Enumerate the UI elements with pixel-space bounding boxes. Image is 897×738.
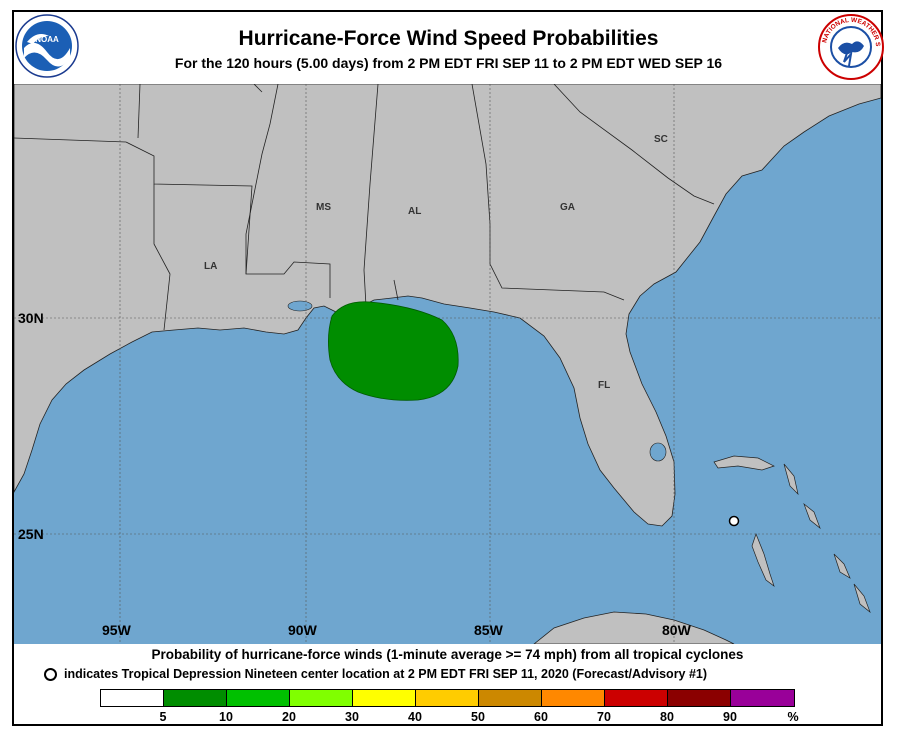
- legend-tick-label: 90: [723, 710, 737, 724]
- bahamas-island: [803, 502, 821, 530]
- legend-swatch: [164, 690, 227, 706]
- legend-tick-label: 30: [345, 710, 359, 724]
- state-label-ms: MS: [316, 202, 331, 213]
- legend-swatch: [227, 690, 290, 706]
- state-label-la: LA: [204, 261, 217, 272]
- lake-okeechobee: [649, 442, 667, 462]
- legend-swatch: [353, 690, 416, 706]
- legend-swatch: [479, 690, 542, 706]
- map-title: Hurricane-Force Wind Speed Probabilities: [238, 27, 659, 50]
- legend-swatch: [542, 690, 605, 706]
- legend-tick-label: %: [787, 710, 799, 724]
- footer-description: Probability of hurricane-force winds (1-…: [151, 647, 744, 662]
- lon-label-80w: 80W: [662, 622, 691, 638]
- bahamas-island: [783, 463, 799, 496]
- footer-storm-note: indicates Tropical Depression Nineteen c…: [44, 667, 707, 681]
- noaa-logo-icon: NOAA: [15, 14, 79, 78]
- state-label-al: AL: [408, 206, 421, 217]
- legend-tick-label: 60: [534, 710, 548, 724]
- lake-pontchartrain: [287, 300, 313, 312]
- lon-label-90w: 90W: [288, 622, 317, 638]
- state-label-fl: FL: [598, 380, 610, 391]
- state-label-ga: GA: [560, 202, 575, 213]
- legend-tick-label: 20: [282, 710, 296, 724]
- legend-swatch: [731, 690, 794, 706]
- circle-marker-icon: [44, 667, 57, 681]
- legend-tick-label: 5: [159, 710, 167, 724]
- lat-label-25n: 25N: [18, 526, 44, 542]
- legend-swatch: [605, 690, 668, 706]
- bahamas-island: [751, 532, 775, 587]
- svg-text:NOAA: NOAA: [35, 35, 59, 44]
- lon-label-85w: 85W: [474, 622, 503, 638]
- lat-label-30n: 30N: [18, 310, 44, 326]
- legend-tick-label: 80: [660, 710, 674, 724]
- map-subtitle: For the 120 hours (5.00 days) from 2 PM …: [174, 55, 723, 71]
- storm-center-marker: [728, 515, 740, 527]
- bahamas-island: [713, 455, 775, 471]
- legend-swatch: [290, 690, 353, 706]
- footer-storm-note-text: indicates Tropical Depression Nineteen c…: [64, 667, 708, 681]
- bahamas-island: [833, 553, 851, 579]
- legend-swatch: [101, 690, 164, 706]
- legend-tick-label: 50: [471, 710, 485, 724]
- state-label-sc: SC: [654, 134, 668, 145]
- graticule: [14, 84, 881, 644]
- legend-swatch: [668, 690, 731, 706]
- us-landmass: [14, 84, 881, 527]
- map-area: LA MS AL GA SC FL: [14, 84, 881, 644]
- bahamas-island: [853, 583, 871, 614]
- legend-tick-label: 70: [597, 710, 611, 724]
- cuba-landmass: [533, 611, 735, 644]
- nws-logo-icon: NATIONAL WEATHER SERVICE: [818, 14, 884, 80]
- color-legend: [100, 689, 795, 707]
- legend-swatch: [416, 690, 479, 706]
- legend-tick-label: 40: [408, 710, 422, 724]
- legend-tick-label: 10: [219, 710, 233, 724]
- probability-area-5-10: [328, 301, 459, 401]
- lon-label-95w: 95W: [102, 622, 131, 638]
